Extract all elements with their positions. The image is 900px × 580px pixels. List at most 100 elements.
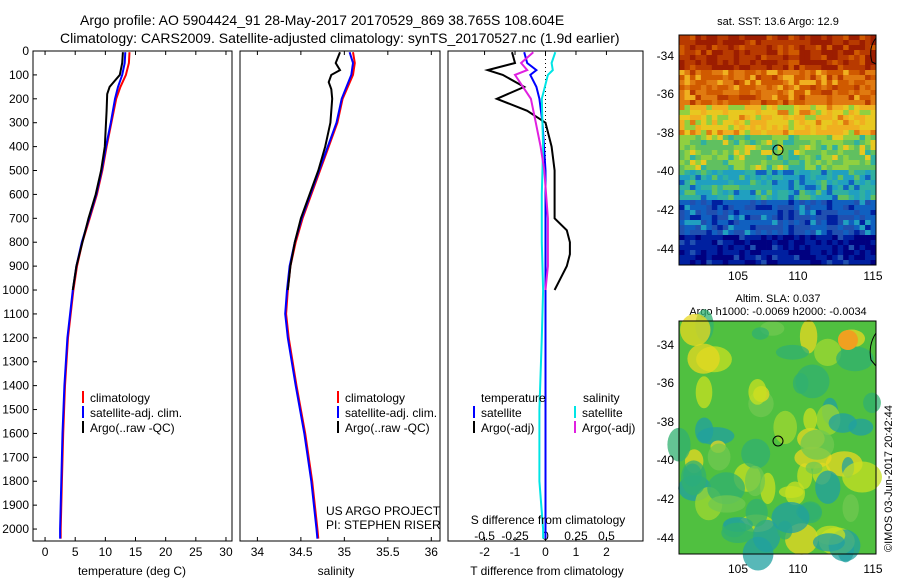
sst-cell	[711, 100, 718, 106]
sst-map-frame	[678, 34, 877, 266]
sst-cell	[870, 250, 877, 256]
sla-blob	[752, 519, 781, 553]
sst-cell	[772, 90, 778, 96]
sst-cell	[832, 245, 839, 251]
sst-cell	[821, 250, 828, 256]
sst-cell	[815, 175, 822, 181]
sst-cell	[711, 40, 718, 46]
sst-cell	[728, 65, 735, 71]
y-tick-label: 1500	[2, 403, 29, 417]
sst-cell	[684, 185, 691, 191]
sst-cell	[684, 170, 691, 176]
sst-cell	[689, 185, 696, 191]
sst-cell	[755, 135, 762, 141]
title-line-1: Argo profile: AO 5904424_91 28-May-2017 …	[80, 12, 565, 28]
sst-cell	[793, 75, 800, 81]
sst-cell	[711, 175, 718, 181]
sst-cell	[837, 225, 844, 231]
sst-cell	[832, 50, 839, 56]
legend-label-s-sat: satellite	[582, 406, 623, 420]
sst-cell	[821, 145, 828, 151]
sst-cell	[739, 120, 746, 126]
sst-cell	[744, 175, 751, 181]
sst-cell	[733, 220, 740, 226]
sst-cell	[750, 145, 757, 151]
y-tick-label: 1900	[2, 498, 29, 512]
sst-cell	[788, 200, 795, 206]
sst-cell	[728, 110, 735, 116]
x-tick-label: 1	[573, 545, 580, 559]
sst-cell	[788, 150, 795, 156]
sst-cell	[728, 155, 735, 161]
sst-cell	[870, 175, 877, 181]
sla-blob	[842, 494, 859, 522]
sst-cell	[722, 185, 729, 191]
sst-cell	[815, 85, 822, 91]
y-tick-label: 2000	[2, 522, 29, 536]
sst-cell	[848, 95, 855, 101]
sst-cell	[733, 115, 740, 121]
sst-cell	[728, 55, 735, 61]
sst-cell	[821, 100, 828, 106]
map-x-tick-label: 110	[788, 562, 807, 576]
sst-cell	[854, 225, 860, 231]
y-tick-label: 600	[9, 187, 29, 201]
sst-cell	[717, 200, 724, 206]
sst-cell	[799, 195, 806, 201]
sst-cell	[788, 230, 795, 236]
sst-cell	[870, 215, 877, 221]
sst-cell	[843, 165, 850, 171]
sst-cell	[799, 225, 806, 231]
sst-cell	[755, 205, 762, 211]
sst-cell	[793, 115, 800, 121]
sst-cell	[859, 145, 866, 151]
sst-cell	[772, 130, 778, 136]
sst-cell	[843, 80, 850, 86]
sst-cell	[689, 235, 696, 241]
sst-cell	[810, 160, 817, 166]
sst-cell	[815, 195, 822, 201]
sst-cell	[689, 105, 696, 111]
sst-cell	[843, 130, 850, 136]
sst-cell	[782, 50, 789, 56]
sst-cell	[766, 100, 773, 106]
sst-cell	[695, 175, 702, 181]
sst-cell	[717, 90, 724, 96]
sst-cell	[826, 175, 833, 181]
legend-label-argo: Argo(..raw -QC)	[90, 421, 175, 435]
sst-cell	[689, 95, 696, 101]
sst-cell	[832, 35, 839, 41]
sst-cell	[854, 220, 860, 226]
sst-cell	[793, 125, 800, 131]
sst-cell	[832, 60, 839, 66]
sst-cell	[870, 165, 877, 171]
sst-cell	[804, 200, 811, 206]
sst-cell	[870, 210, 877, 216]
sst-cell	[755, 145, 762, 151]
sst-cell	[700, 240, 707, 246]
sst-cell	[750, 180, 757, 186]
sst-cell	[799, 50, 806, 56]
sst-cell	[750, 205, 757, 211]
sst-cell	[711, 160, 718, 166]
sst-cell	[717, 165, 724, 171]
sst-cell	[782, 185, 789, 191]
sst-cell	[695, 235, 702, 241]
sst-cell	[761, 90, 767, 96]
sst-cell	[810, 135, 817, 141]
sst-cell	[848, 245, 855, 251]
sst-cell	[744, 130, 751, 136]
sst-cell	[722, 210, 729, 216]
sst-cell	[717, 255, 724, 261]
sst-cell	[777, 135, 784, 141]
sst-cell	[700, 100, 707, 106]
sst-cell	[700, 215, 707, 221]
sst-cell	[826, 205, 833, 211]
sst-cell	[695, 105, 702, 111]
sst-cell	[865, 260, 871, 266]
sst-cell	[865, 205, 871, 211]
sst-cell	[733, 200, 740, 206]
sst-cell	[739, 150, 746, 156]
sst-cell	[826, 50, 833, 56]
sst-cell	[782, 240, 789, 246]
